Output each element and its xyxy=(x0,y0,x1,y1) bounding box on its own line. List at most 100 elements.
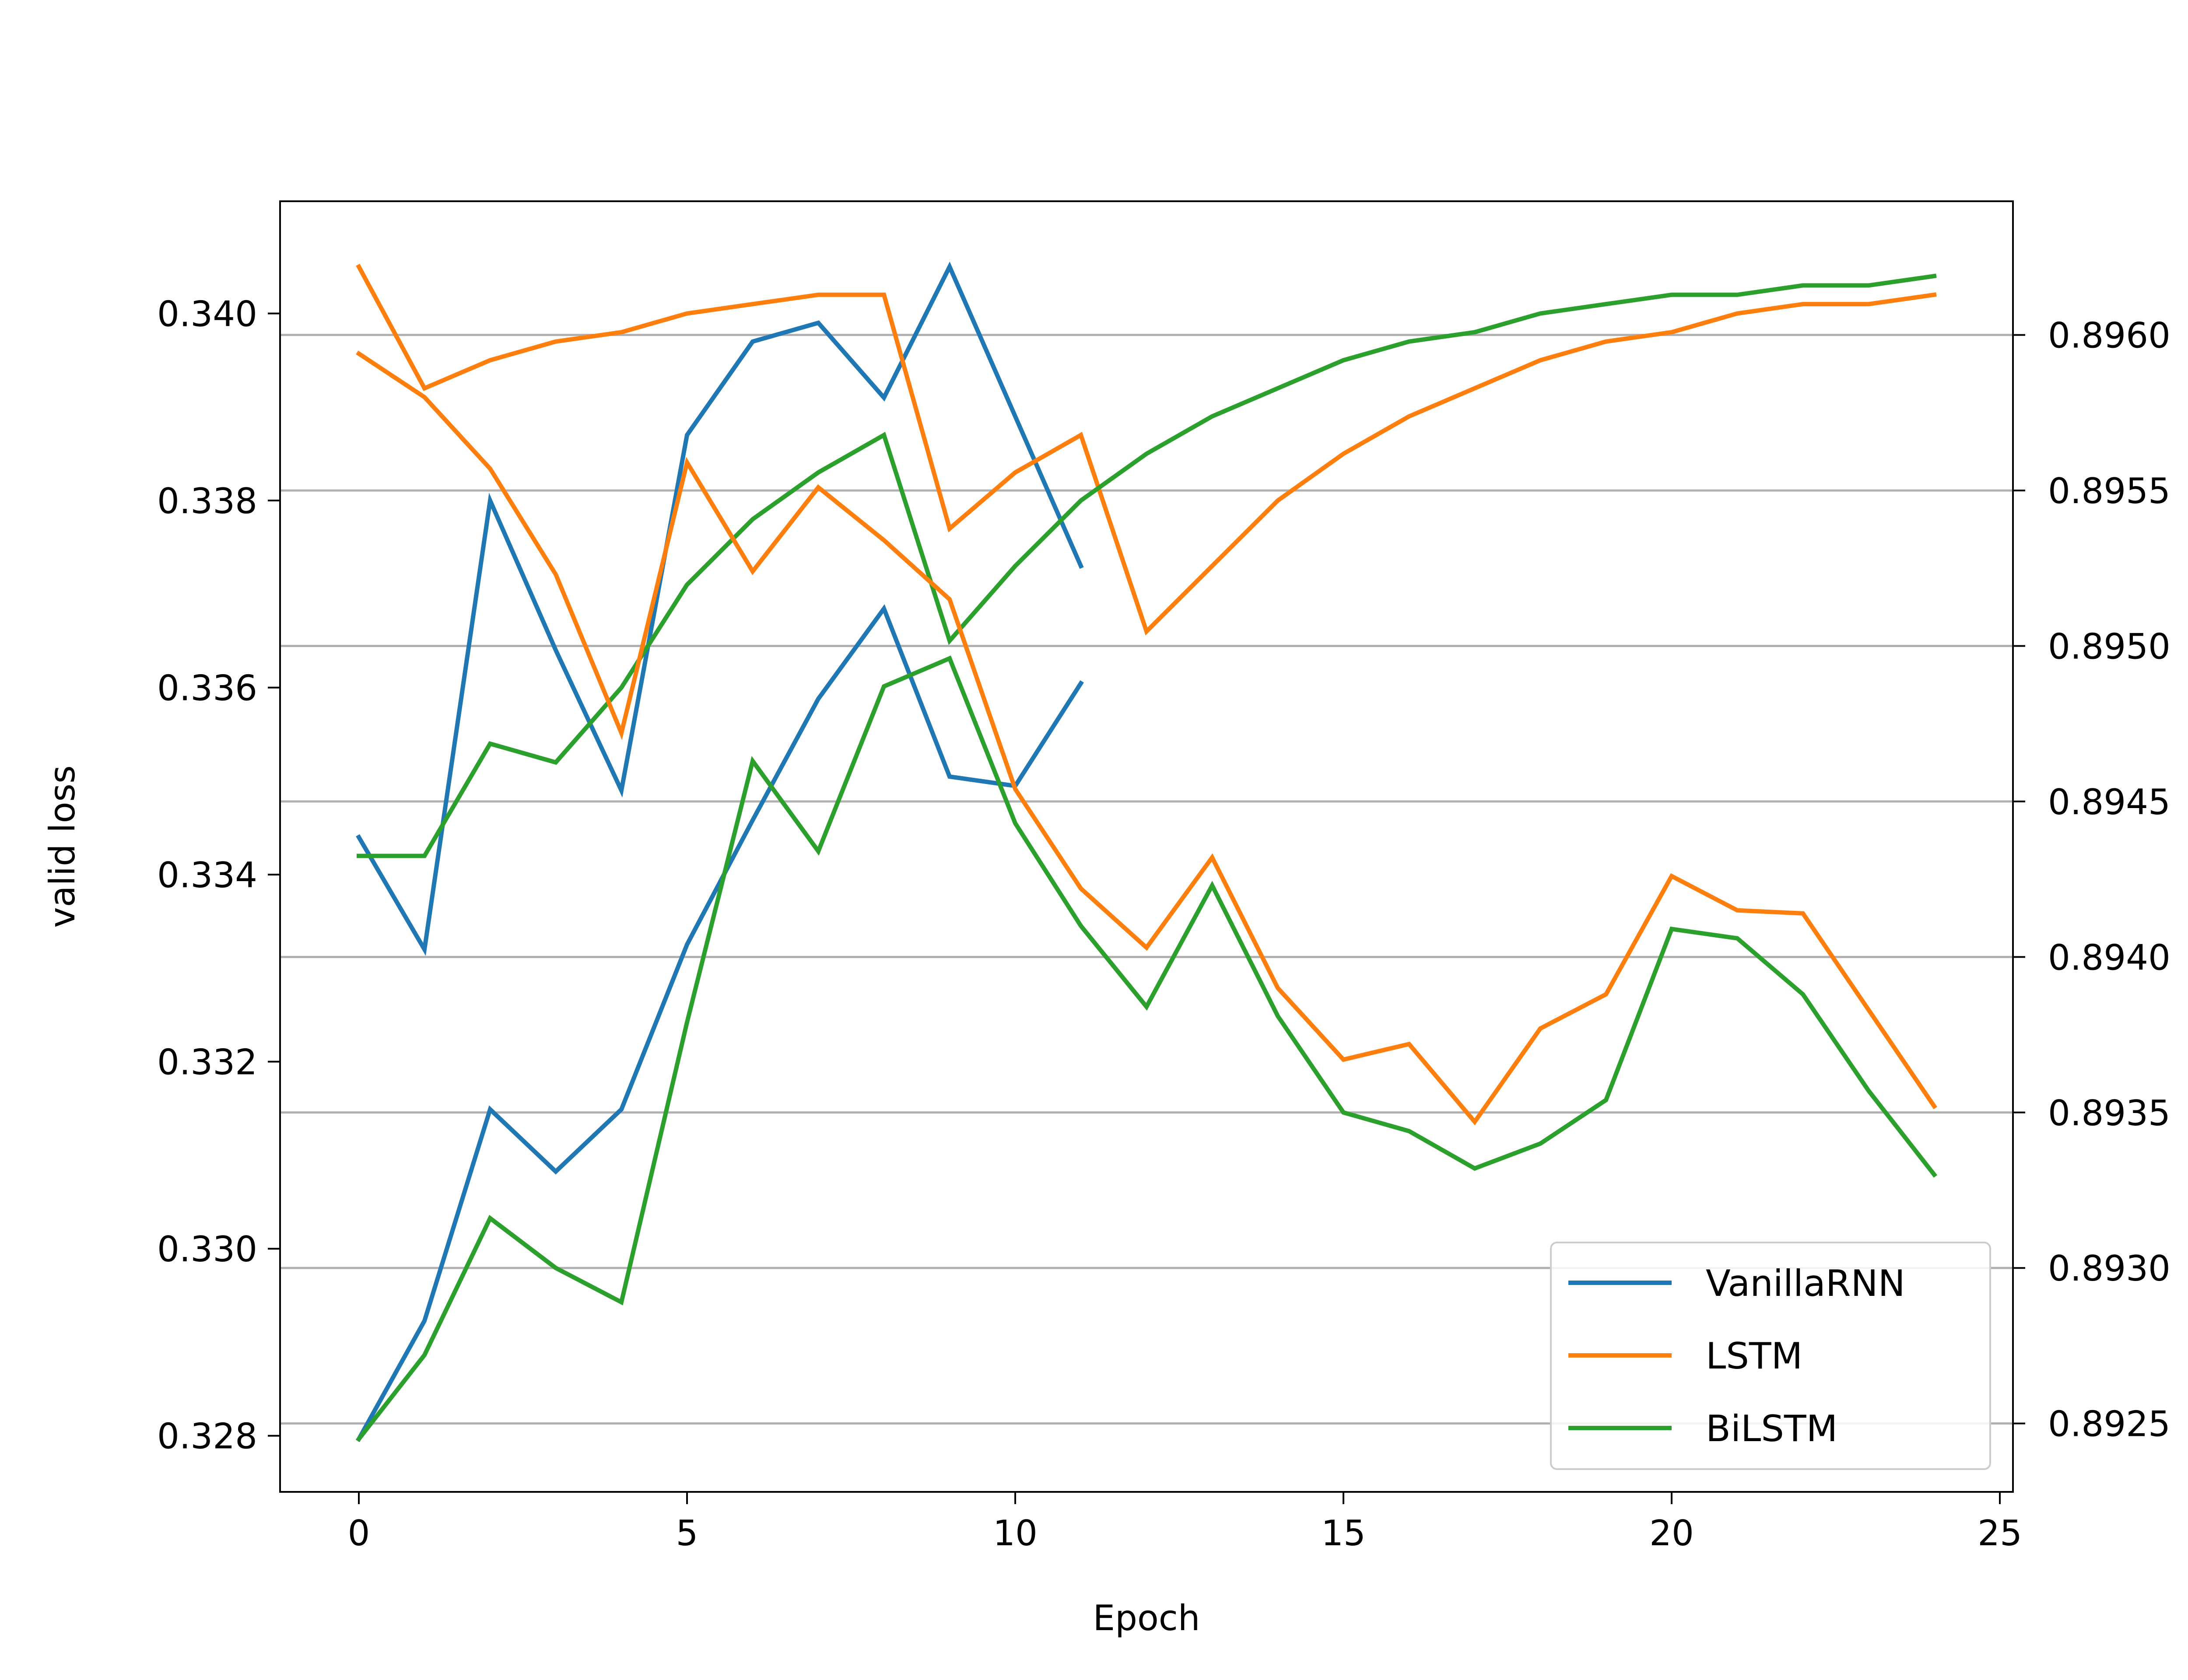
y-right-tick-label-6: 0.8955 xyxy=(2048,471,2170,511)
point-vanillarnn-left-7 xyxy=(816,320,821,326)
point-vanillarnn-left-0 xyxy=(356,835,361,840)
point-vanillarnn-right-4 xyxy=(619,1107,624,1112)
point-bilstm-left-8 xyxy=(881,432,887,438)
point-lstm-left-5 xyxy=(684,311,690,316)
legend-label-lstm: LSTM xyxy=(1706,1335,1802,1377)
point-lstm-right-0 xyxy=(356,351,361,356)
point-bilstm-right-16 xyxy=(1406,1128,1412,1134)
point-vanillarnn-right-5 xyxy=(684,942,690,947)
x-tick-label-4: 20 xyxy=(1649,1513,1694,1554)
y-right-tick-label-4: 0.8945 xyxy=(2048,782,2170,822)
point-bilstm-right-18 xyxy=(1538,1141,1543,1146)
point-vanillarnn-left-5 xyxy=(684,432,690,438)
point-bilstm-left-24 xyxy=(1932,273,1937,279)
point-bilstm-left-6 xyxy=(750,517,755,522)
point-bilstm-left-4 xyxy=(619,685,624,690)
point-bilstm-left-2 xyxy=(487,741,493,746)
series-line-lstm-left xyxy=(356,263,1937,636)
point-bilstm-right-9 xyxy=(947,656,952,661)
x-tick-label-3: 15 xyxy=(1321,1513,1366,1554)
series-layer xyxy=(355,261,1938,1442)
point-lstm-left-23 xyxy=(1866,301,1871,307)
point-vanillarnn-right-7 xyxy=(816,696,821,701)
point-bilstm-left-15 xyxy=(1341,357,1346,363)
y-axis-left-label: valid loss xyxy=(42,765,83,928)
point-lstm-right-8 xyxy=(881,538,887,543)
point-vanillarnn-right-2 xyxy=(487,1107,493,1112)
point-lstm-right-13 xyxy=(1210,855,1215,860)
series-bilstm-left xyxy=(357,273,1937,858)
point-bilstm-right-19 xyxy=(1603,1097,1609,1102)
point-bilstm-right-20 xyxy=(1669,926,1674,931)
point-bilstm-right-7 xyxy=(816,849,821,854)
point-bilstm-left-22 xyxy=(1800,283,1806,288)
y-axis-right: 0.8925 0.8930 0.8935 0.8940 0.8945 0.8950 0.89… xyxy=(2013,315,2170,1445)
legend-box xyxy=(1550,1242,1991,1470)
series-line-vanillarnn-right xyxy=(356,604,1084,1442)
point-vanillarnn-left-9 xyxy=(947,264,952,270)
point-lstm-right-11 xyxy=(1078,886,1083,891)
point-vanillarnn-right-11 xyxy=(1078,681,1083,686)
point-lstm-right-7 xyxy=(816,485,821,490)
point-bilstm-left-18 xyxy=(1538,311,1543,316)
legend: VanillaRNN LSTM BiLSTM xyxy=(1550,1242,1991,1470)
series-line-bilstm-left xyxy=(357,273,1937,858)
point-lstm-right-22 xyxy=(1800,911,1806,916)
point-bilstm-left-17 xyxy=(1472,329,1477,335)
point-bilstm-left-12 xyxy=(1144,451,1149,456)
point-bilstm-left-23 xyxy=(1866,283,1871,288)
point-bilstm-right-5 xyxy=(684,1020,690,1025)
point-lstm-left-6 xyxy=(750,301,755,307)
point-lstm-left-18 xyxy=(1538,357,1543,363)
y-right-tick-label-3: 0.8940 xyxy=(2048,937,2170,978)
point-lstm-left-15 xyxy=(1341,451,1346,456)
x-tick-label-5: 25 xyxy=(1978,1513,2022,1554)
series-bilstm-right xyxy=(355,655,1938,1442)
point-bilstm-right-4 xyxy=(619,1299,624,1305)
point-bilstm-right-2 xyxy=(487,1215,493,1221)
point-lstm-right-10 xyxy=(1013,786,1018,791)
point-lstm-left-21 xyxy=(1735,311,1740,316)
point-bilstm-left-10 xyxy=(1013,564,1018,569)
point-bilstm-right-14 xyxy=(1275,1013,1280,1018)
series-line-lstm-right xyxy=(356,350,1937,1126)
point-vanillarnn-left-6 xyxy=(750,339,755,344)
point-vanillarnn-left-11 xyxy=(1078,564,1083,569)
point-lstm-left-4 xyxy=(619,329,624,335)
point-bilstm-left-3 xyxy=(553,760,558,765)
point-lstm-right-24 xyxy=(1932,1104,1937,1109)
point-lstm-right-3 xyxy=(553,572,558,577)
point-lstm-right-9 xyxy=(947,597,952,602)
point-lstm-right-2 xyxy=(487,466,493,471)
series-vanillarnn-right xyxy=(356,604,1084,1442)
y-right-tick-label-0: 0.8925 xyxy=(2048,1404,2170,1445)
legend-label-vanillarnn: VanillaRNN xyxy=(1706,1262,1905,1305)
point-bilstm-right-23 xyxy=(1866,1088,1871,1093)
point-lstm-left-9 xyxy=(947,526,952,531)
point-bilstm-left-20 xyxy=(1669,292,1674,298)
y-right-tick-label-7: 0.8960 xyxy=(2048,315,2170,356)
point-lstm-left-17 xyxy=(1472,386,1477,391)
y-right-tick-label-1: 0.8930 xyxy=(2048,1248,2170,1289)
point-vanillarnn-right-8 xyxy=(881,606,887,611)
point-lstm-right-23 xyxy=(1866,1007,1871,1012)
point-vanillarnn-left-4 xyxy=(619,788,624,793)
point-vanillarnn-right-6 xyxy=(750,818,755,823)
point-bilstm-right-3 xyxy=(553,1265,558,1270)
point-bilstm-left-7 xyxy=(816,470,821,475)
point-lstm-right-12 xyxy=(1144,945,1149,950)
point-vanillarnn-right-9 xyxy=(947,774,952,779)
y-left-tick-label-3: 0.334 xyxy=(157,855,257,896)
point-lstm-left-22 xyxy=(1800,301,1806,307)
x-tick-label-1: 5 xyxy=(676,1513,698,1554)
point-lstm-right-15 xyxy=(1341,1057,1346,1062)
x-axis: 0 5 10 15 20 25 xyxy=(348,1492,2022,1554)
point-lstm-left-3 xyxy=(553,339,558,344)
series-lstm-left xyxy=(356,263,1937,636)
y-axis-left: 0.328 0.330 0.332 0.334 0.336 0.338 0.340 xyxy=(157,294,280,1457)
point-lstm-left-1 xyxy=(422,386,427,391)
point-vanillarnn-left-3 xyxy=(553,648,558,653)
point-bilstm-left-16 xyxy=(1406,339,1412,344)
point-lstm-right-17 xyxy=(1472,1119,1477,1124)
point-bilstm-right-6 xyxy=(750,759,755,764)
